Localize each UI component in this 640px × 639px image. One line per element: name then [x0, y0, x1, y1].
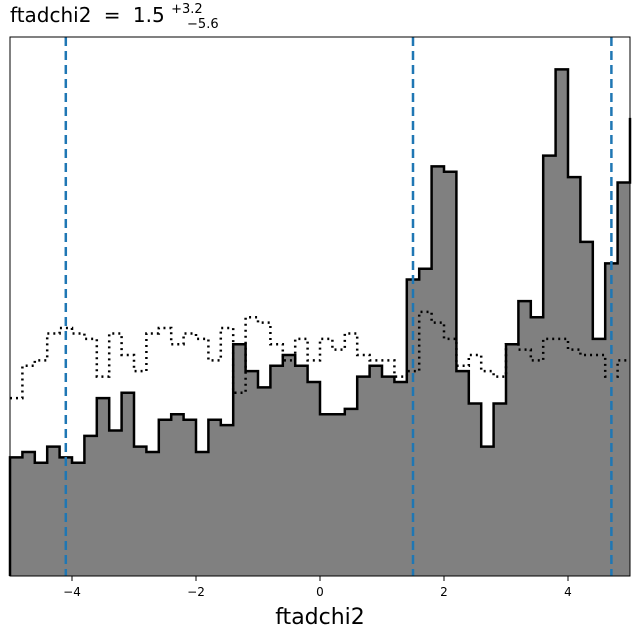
histogram-bin	[406, 279, 420, 576]
histogram-bin	[568, 177, 581, 576]
histogram-bin	[444, 171, 457, 576]
title-equals: =	[104, 3, 121, 27]
title-median: 1.5	[133, 3, 165, 27]
histogram-bin	[357, 376, 371, 576]
histogram-bin	[481, 446, 495, 576]
histogram-bin	[109, 430, 123, 576]
title-lower-error: −5.6	[187, 17, 219, 32]
histogram-dotted-series	[10, 310, 630, 400]
histogram-bin	[344, 408, 358, 576]
histogram-bin	[183, 419, 197, 576]
title-upper-error: +3.2	[171, 2, 203, 17]
histogram-bin	[84, 435, 98, 576]
histogram-bin	[493, 403, 507, 576]
plot-area	[8, 36, 632, 577]
x-tick-label: 4	[564, 585, 572, 599]
histogram-bin	[369, 365, 383, 576]
x-tick-label: −2	[187, 585, 205, 599]
histogram-bin	[518, 301, 532, 576]
histogram-bin	[431, 166, 445, 577]
histogram-bin	[34, 462, 48, 576]
histogram-bin	[22, 452, 36, 576]
x-axis-label: ftadchi2	[275, 605, 365, 630]
histogram-bin	[220, 425, 234, 576]
histogram-fill-series	[10, 69, 631, 577]
histogram-bin	[96, 398, 110, 576]
histogram-bin	[592, 338, 606, 576]
x-axis: −4 −2 0 2 4	[63, 576, 572, 599]
histogram-bin	[580, 241, 594, 576]
histogram-bin	[307, 381, 321, 576]
histogram-bin	[394, 381, 408, 576]
histogram-bin	[245, 371, 259, 576]
histogram-bin	[543, 155, 557, 576]
histogram-bin	[134, 446, 147, 576]
histogram-bin	[419, 268, 433, 576]
histogram-bin	[196, 452, 209, 576]
histogram-bin	[468, 403, 482, 576]
histogram-bin	[320, 414, 333, 576]
histogram-bin	[171, 414, 185, 576]
histogram-bin	[555, 69, 569, 576]
histogram-bin	[208, 419, 222, 576]
histogram-bin	[295, 365, 309, 576]
title-param: ftadchi2	[10, 3, 91, 27]
histogram-bin	[282, 355, 296, 576]
histogram-bin	[258, 387, 271, 576]
histogram-bin	[382, 376, 395, 576]
histogram-bin	[530, 317, 544, 576]
quantile-lines	[64, 37, 613, 576]
histogram-bin	[72, 462, 85, 576]
histogram-bin	[158, 419, 172, 576]
histogram-bin	[332, 414, 346, 576]
histogram-bin	[456, 371, 470, 576]
histogram-bin	[617, 182, 631, 576]
x-tick-label: −4	[63, 585, 81, 599]
histogram-bin	[10, 457, 23, 576]
histogram-bin	[47, 446, 61, 576]
histogram-bin	[233, 344, 247, 576]
histogram-bin	[121, 392, 135, 576]
x-tick-label: 0	[316, 585, 324, 599]
histogram-outline	[8, 68, 632, 576]
x-tick-label: 2	[440, 585, 448, 599]
chart-title: ftadchi2 = 1.5 +3.2 −5.6	[10, 0, 219, 32]
histogram-bin	[506, 344, 519, 576]
histogram-bin	[146, 452, 160, 576]
histogram-bin	[270, 365, 284, 576]
